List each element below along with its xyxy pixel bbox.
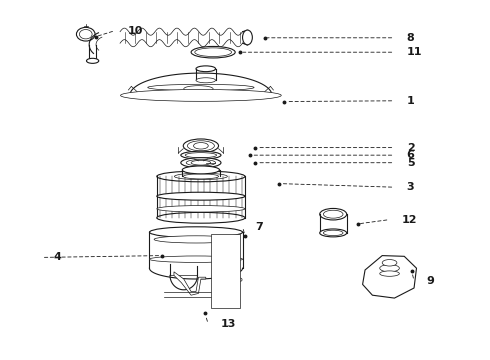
Ellipse shape — [196, 78, 216, 83]
Ellipse shape — [125, 91, 277, 99]
Ellipse shape — [174, 173, 227, 180]
Ellipse shape — [181, 151, 221, 159]
Text: 13: 13 — [220, 319, 236, 329]
Ellipse shape — [149, 227, 243, 238]
Ellipse shape — [191, 46, 235, 58]
Ellipse shape — [188, 141, 215, 151]
Ellipse shape — [181, 158, 221, 168]
Text: 11: 11 — [407, 47, 422, 57]
Polygon shape — [363, 256, 416, 298]
Text: 7: 7 — [255, 222, 263, 232]
Ellipse shape — [183, 139, 219, 153]
Text: 9: 9 — [426, 276, 434, 286]
Ellipse shape — [221, 266, 235, 278]
Ellipse shape — [148, 84, 254, 91]
Text: 2: 2 — [407, 143, 415, 153]
Ellipse shape — [243, 30, 252, 45]
Ellipse shape — [121, 89, 281, 101]
Text: 8: 8 — [407, 33, 415, 43]
Ellipse shape — [157, 171, 245, 182]
Ellipse shape — [195, 48, 232, 57]
Ellipse shape — [319, 208, 347, 220]
Ellipse shape — [323, 210, 343, 218]
Ellipse shape — [154, 236, 238, 243]
Text: 6: 6 — [407, 150, 415, 160]
Ellipse shape — [149, 256, 243, 262]
Ellipse shape — [323, 230, 343, 236]
Ellipse shape — [185, 153, 217, 158]
Ellipse shape — [319, 229, 347, 237]
Ellipse shape — [380, 265, 399, 272]
Ellipse shape — [182, 166, 220, 174]
Ellipse shape — [382, 260, 397, 266]
Ellipse shape — [186, 159, 216, 166]
Ellipse shape — [79, 30, 92, 39]
Ellipse shape — [157, 212, 245, 223]
Polygon shape — [211, 234, 240, 308]
Ellipse shape — [194, 143, 208, 149]
Text: 12: 12 — [402, 215, 417, 225]
Ellipse shape — [237, 278, 242, 282]
Text: 4: 4 — [54, 252, 62, 262]
Text: 10: 10 — [127, 26, 143, 36]
Ellipse shape — [157, 192, 245, 200]
Ellipse shape — [196, 66, 216, 72]
Ellipse shape — [224, 269, 232, 275]
Ellipse shape — [76, 27, 95, 41]
Polygon shape — [174, 272, 206, 295]
Ellipse shape — [184, 86, 213, 92]
Text: 1: 1 — [407, 96, 415, 106]
Ellipse shape — [380, 271, 399, 276]
Text: 3: 3 — [407, 182, 415, 192]
Ellipse shape — [157, 206, 245, 212]
Ellipse shape — [191, 160, 211, 165]
Text: 5: 5 — [407, 158, 415, 168]
Ellipse shape — [87, 58, 99, 63]
Ellipse shape — [183, 174, 219, 179]
